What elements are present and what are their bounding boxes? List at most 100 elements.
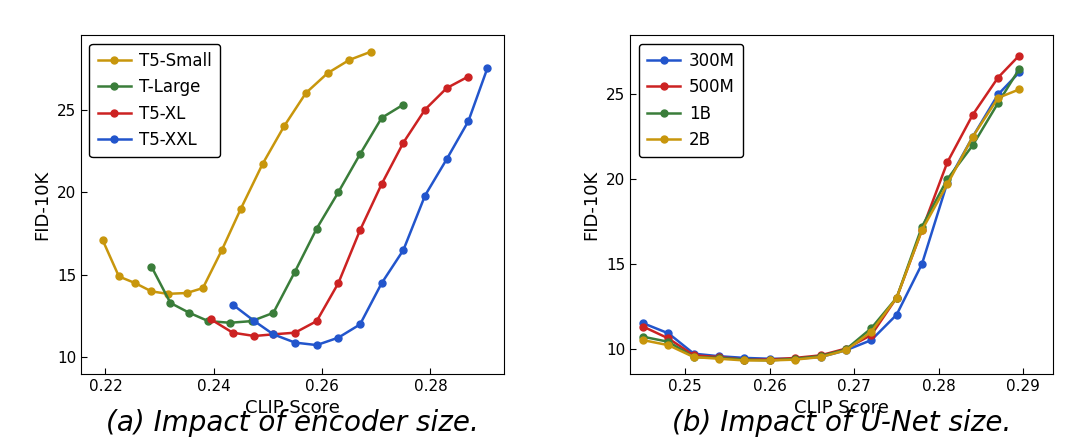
- T5-XL: [375, 181, 388, 187]
- 2B: [738, 358, 751, 363]
- T-Large: [267, 310, 280, 315]
- T5-XXL: [396, 247, 409, 253]
- T-Large: [183, 310, 195, 315]
- T5-XXL: [267, 332, 280, 337]
- 300M: [1013, 70, 1026, 75]
- 1B: [788, 356, 801, 361]
- T5-XL: [204, 317, 217, 322]
- 500M: [941, 160, 954, 165]
- T-Large: [375, 115, 388, 121]
- T5-Small: [342, 57, 355, 62]
- T-Large: [353, 151, 366, 157]
- 300M: [839, 348, 852, 353]
- T5-Small: [256, 161, 269, 167]
- 1B: [713, 355, 726, 360]
- Line: 1B: 1B: [639, 66, 1023, 364]
- 500M: [865, 332, 878, 337]
- T5-XL: [267, 332, 280, 337]
- 300M: [890, 312, 903, 317]
- 1B: [814, 354, 827, 359]
- 2B: [764, 358, 777, 363]
- 500M: [839, 346, 852, 351]
- Y-axis label: FID-10K: FID-10K: [583, 169, 600, 240]
- 300M: [814, 355, 827, 360]
- 2B: [713, 356, 726, 361]
- 1B: [662, 339, 675, 345]
- 500M: [890, 295, 903, 301]
- 1B: [1013, 66, 1026, 72]
- T5-XL: [310, 319, 323, 324]
- 1B: [991, 100, 1004, 106]
- 2B: [967, 134, 980, 139]
- T5-XL: [248, 334, 261, 339]
- T5-XL: [396, 140, 409, 145]
- 300M: [967, 134, 980, 139]
- 1B: [839, 347, 852, 352]
- T-Large: [224, 320, 237, 326]
- Line: 500M: 500M: [639, 52, 1023, 363]
- 500M: [687, 353, 700, 358]
- T5-Small: [299, 90, 312, 95]
- 2B: [865, 329, 878, 334]
- 2B: [941, 182, 954, 187]
- T-Large: [332, 190, 345, 195]
- 500M: [636, 324, 649, 329]
- 2B: [687, 355, 700, 360]
- 300M: [662, 331, 675, 336]
- Line: T-Large: T-Large: [148, 101, 407, 326]
- T5-XL: [419, 107, 432, 112]
- T-Large: [202, 319, 215, 324]
- T5-Small: [129, 280, 141, 286]
- T-Large: [145, 264, 158, 269]
- T5-XL: [226, 330, 239, 335]
- Line: 300M: 300M: [639, 69, 1023, 362]
- T-Large: [245, 319, 258, 324]
- T5-XXL: [310, 342, 323, 348]
- 500M: [991, 75, 1004, 80]
- Legend: T5-Small, T-Large, T5-XL, T5-XXL: T5-Small, T-Large, T5-XL, T5-XXL: [90, 44, 220, 157]
- 2B: [839, 348, 852, 353]
- 2B: [890, 295, 903, 301]
- Line: T5-XL: T5-XL: [207, 73, 472, 340]
- 2B: [636, 337, 649, 343]
- 300M: [941, 180, 954, 185]
- 500M: [916, 227, 929, 233]
- T5-XXL: [332, 335, 345, 340]
- 500M: [814, 353, 827, 358]
- T-Large: [310, 226, 323, 231]
- T5-Small: [234, 206, 247, 211]
- T5-Small: [145, 289, 158, 294]
- T5-Small: [180, 290, 193, 296]
- T5-XXL: [462, 118, 475, 124]
- Line: T5-XXL: T5-XXL: [229, 65, 490, 348]
- 300M: [788, 356, 801, 361]
- T5-XL: [332, 280, 345, 286]
- 300M: [713, 354, 726, 359]
- 300M: [687, 351, 700, 356]
- T5-Small: [321, 70, 334, 76]
- T5-XXL: [419, 193, 432, 198]
- 500M: [967, 112, 980, 117]
- T5-Small: [215, 247, 228, 253]
- 1B: [738, 357, 751, 362]
- 500M: [662, 336, 675, 341]
- Text: (a) Impact of encoder size.: (a) Impact of encoder size.: [106, 409, 478, 437]
- T5-Small: [197, 286, 210, 291]
- 300M: [991, 92, 1004, 97]
- 2B: [788, 357, 801, 362]
- T5-Small: [364, 49, 377, 55]
- 1B: [890, 295, 903, 301]
- Legend: 300M, 500M, 1B, 2B: 300M, 500M, 1B, 2B: [638, 44, 743, 157]
- 2B: [662, 343, 675, 348]
- T5-XXL: [353, 322, 366, 327]
- T5-XL: [462, 74, 475, 79]
- T5-XXL: [375, 280, 388, 286]
- Text: (b) Impact of U-Net size.: (b) Impact of U-Net size.: [672, 409, 1011, 437]
- 500M: [788, 355, 801, 360]
- 500M: [713, 355, 726, 360]
- T5-XXL: [288, 340, 301, 345]
- T5-XL: [288, 330, 301, 335]
- T5-XXL: [226, 302, 239, 307]
- T5-Small: [96, 238, 109, 243]
- T-Large: [396, 102, 409, 107]
